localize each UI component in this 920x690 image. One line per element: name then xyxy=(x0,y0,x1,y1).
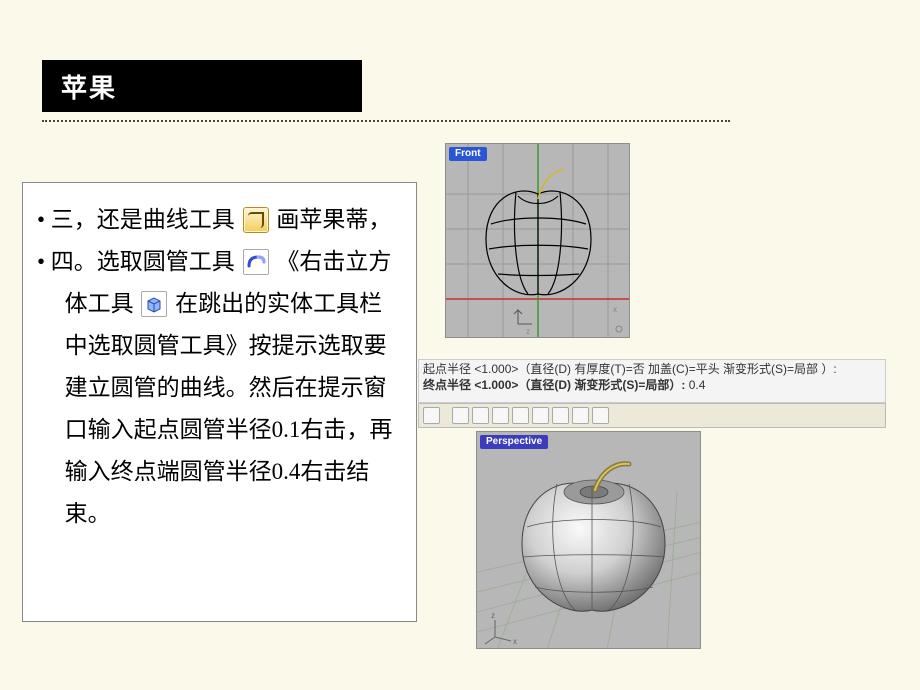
toolbar-btn xyxy=(572,407,589,424)
cmd-line-2: 终点半径 <1.000>（直径(D) 渐变形式(S)=局部）: 0.4 xyxy=(423,378,881,394)
viewport-label-perspective: Perspective xyxy=(480,435,548,449)
cmd-line-2-label: 终点半径 <1.000>（直径(D) 渐变形式(S)=局部）: xyxy=(423,378,685,392)
title-box: 苹果 xyxy=(42,60,362,112)
bullet-4-suffix: 在跳出的实体工具栏中选取圆管工具》按提示选取要建立圆管的曲线。然后在提示窗口输入… xyxy=(65,291,393,526)
toolbar-btn xyxy=(472,407,489,424)
mini-toolbar xyxy=(418,403,886,428)
toolbar-btn xyxy=(532,407,549,424)
pipe-tool-icon xyxy=(243,249,269,275)
bullet-item-4: • 四。选取圆管工具 《右击立方体工具 在跳出的实体工具栏中选取圆管工具》按提示… xyxy=(37,241,402,535)
bullet-3-suffix: 画苹果蒂， xyxy=(276,207,391,232)
bullet-item-3: • 三，还是曲线工具 画苹果蒂， xyxy=(37,199,402,241)
instruction-text-box: • 三，还是曲线工具 画苹果蒂， • 四。选取圆管工具 《右击立方体工具 在跳出… xyxy=(22,182,417,622)
svg-text:z: z xyxy=(491,611,495,620)
perspective-viewport-screenshot: Perspective xyxy=(476,431,701,649)
viewport-label-front: Front xyxy=(449,147,487,161)
svg-text:z: z xyxy=(526,327,530,336)
toolbar-btn xyxy=(592,407,609,424)
toolbar-btn xyxy=(492,407,509,424)
cube-tool-icon xyxy=(141,291,167,317)
toolbar-btn xyxy=(452,407,469,424)
svg-text:x: x xyxy=(513,637,517,646)
front-viewport-svg: x z xyxy=(446,144,630,338)
toolbar-btn xyxy=(423,407,440,424)
cmd-line-1: 起点半径 <1.000>（直径(D) 有厚度(T)=否 加盖(C)=平头 渐变形… xyxy=(423,362,881,378)
toolbar-btn xyxy=(512,407,529,424)
front-viewport-screenshot: Front x z xyxy=(445,143,630,338)
perspective-viewport-svg: z x xyxy=(477,432,701,649)
svg-text:x: x xyxy=(613,305,617,314)
bullet-3-prefix: • 三，还是曲线工具 xyxy=(37,207,241,232)
command-bar: 起点半径 <1.000>（直径(D) 有厚度(T)=否 加盖(C)=平头 渐变形… xyxy=(418,359,886,403)
toolbar-btn xyxy=(552,407,569,424)
curve-tool-icon xyxy=(243,207,269,233)
bullet-4-prefix: • 四。选取圆管工具 xyxy=(37,249,241,274)
divider-line xyxy=(42,120,730,122)
page-title: 苹果 xyxy=(61,68,117,105)
cmd-line-2-value: 0.4 xyxy=(689,378,706,392)
